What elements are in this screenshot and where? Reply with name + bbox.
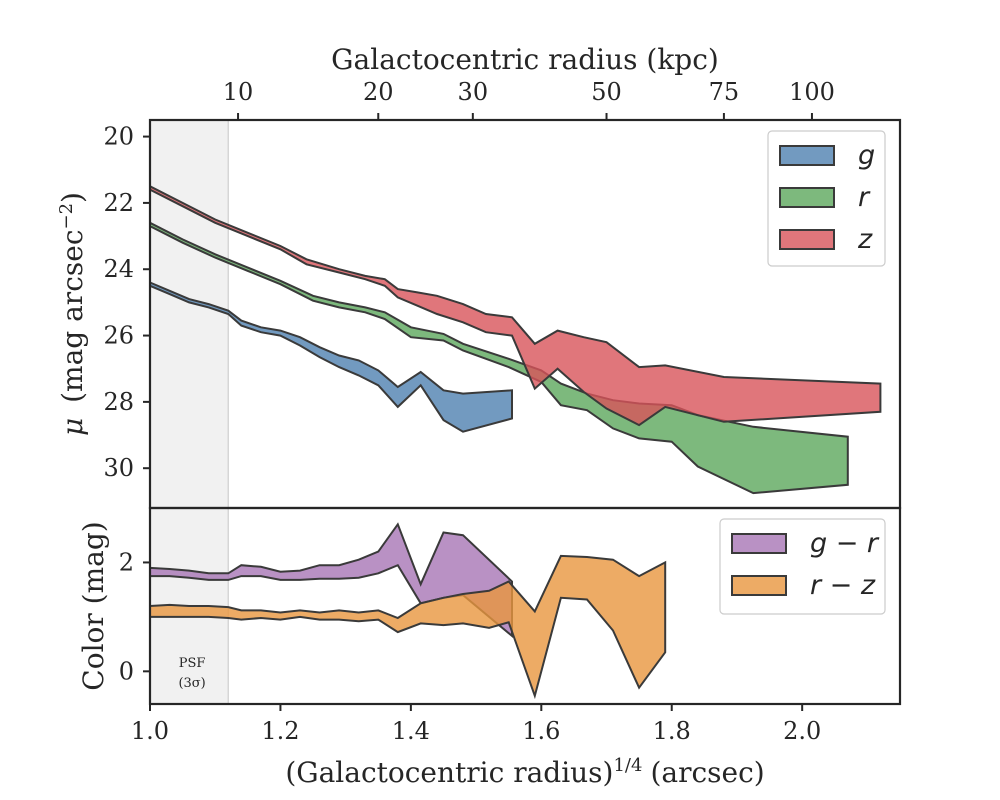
top-xtick-label: 100 [789,78,835,106]
top-x-axis-title: Galactocentric radius (kpc) [331,43,719,76]
bottom-xtick-label: 1.0 [131,717,169,745]
color-legend-label: g − r [810,528,880,559]
top-series-band-2 [149,184,882,427]
y-axis-unit: (mag arcsec [56,230,89,403]
top-legend-label: z [857,224,873,255]
color-series-band-0 [149,522,513,639]
y-axis-exponent: −2 [56,203,77,230]
top-xtick-label: 10 [223,78,254,106]
top-legend-label: r [858,182,871,213]
color-legend-swatch [731,533,787,554]
color-legend-swatch [731,575,787,596]
bottom-ytick-label: 2 [119,548,134,576]
top-ytick-label: 20 [103,123,134,151]
bottom-legend: g − r r − z [719,518,886,615]
bottom-panel-frame [148,506,902,706]
bottom-panel-series [149,522,667,700]
color-series-band-1 [149,554,667,700]
top-legend: grz [767,130,886,267]
top-legend-swatch [779,187,835,208]
top-ytick-label: 26 [103,322,134,350]
psf-annotation-line1: PSF [179,656,206,671]
bottom-y-axis-title: Color (mag) [77,521,110,690]
top-series-band-0 [149,280,513,433]
x-axis-unit: (arcsec) [650,756,764,789]
bottom-xtick-label: 1.2 [261,717,299,745]
color-legend-label: r − z [810,570,876,601]
top-ytick-label: 28 [103,388,134,416]
top-legend-swatch [779,229,835,250]
top-y-axis-title: μ (mag arcsec−2) [56,192,89,436]
bottom-xtick-label: 2.0 [783,717,821,745]
top-ytick-label: 24 [103,255,134,283]
top-y-ticks: 20 22 24 26 28 30 [103,123,150,482]
bottom-xtick-label: 1.4 [392,717,430,745]
top-xtick-label: 50 [591,78,622,106]
x-axis-main: (Galactocentric radius) [285,756,613,789]
bottom-xtick-label: 1.8 [653,717,691,745]
top-xtick-label: 75 [709,78,740,106]
y-axis-mu: μ [56,418,89,436]
bottom-x-ticks: 1.0 1.2 1.4 1.6 1.8 2.0 [131,704,821,745]
bottom-x-axis-title: (Galactocentric radius)1/4 (arcsec) [285,755,764,789]
top-xtick-label: 30 [458,78,489,106]
bottom-xtick-label: 1.6 [522,717,560,745]
top-series-band-1 [149,221,849,495]
top-ytick-label: 30 [103,454,134,482]
top-legend-label: g [858,140,875,171]
bottom-ytick-label: 0 [119,657,134,685]
top-panel-series [149,184,882,495]
psf-annotation-line2: (3σ) [178,676,205,691]
top-legend-swatch [779,145,835,166]
x-axis-superscript: 1/4 [613,755,642,776]
psf-region-top [150,120,229,508]
top-ytick-label: 22 [103,189,134,217]
y-axis-close: ) [56,192,89,203]
top-x-ticks: 10 20 30 50 75 100 [223,78,835,120]
top-xtick-label: 20 [363,78,394,106]
bottom-y-ticks: 02 [119,548,150,685]
